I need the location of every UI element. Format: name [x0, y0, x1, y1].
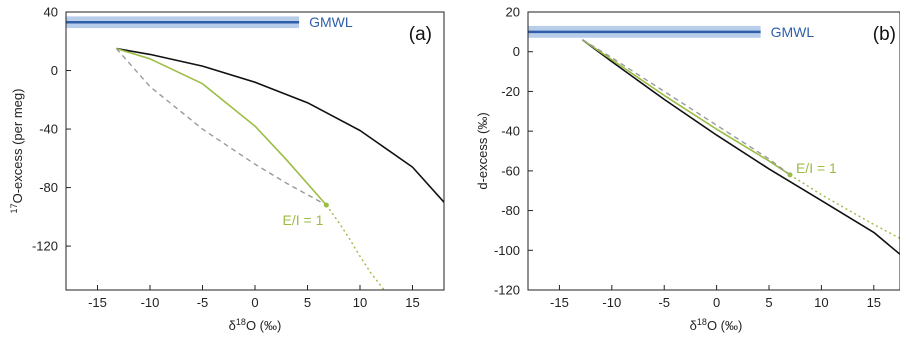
panel-b-x-axis-label: δ18O (‰) — [690, 317, 743, 333]
y-tick-label: -40 — [501, 124, 520, 139]
series-grey-dashed — [115, 48, 327, 206]
x-tick-label: 15 — [405, 295, 419, 310]
panel-a-y-axis-label: 17O-excess (per meg) — [9, 89, 25, 214]
y-tick-label: 0 — [51, 63, 58, 78]
panel-b-y-axis-label: d-excess (‰) — [475, 112, 490, 189]
panel-a-y-label-sup: 17 — [9, 203, 19, 213]
panel-a: -15 -10 -5 0 5 10 15 -120 -80 -40 0 40 (a) GMWL E/… — [9, 5, 445, 333]
panel-a-y-label-rest: O-excess (per meg) — [10, 89, 25, 204]
x-tick-label: 5 — [304, 295, 311, 310]
x-tick-label: -15 — [550, 295, 569, 310]
panel-b-plot-area — [528, 25, 900, 255]
x-tick-label: -10 — [141, 295, 160, 310]
y-tick-label: -80 — [501, 203, 520, 218]
series-black-solid — [582, 39, 900, 255]
panel-a-y-ticks: -120 -80 -40 0 40 — [32, 5, 71, 254]
panel-b-x-label-rest: O (‰) — [707, 318, 742, 333]
y-tick-label: -100 — [494, 243, 520, 258]
x-tick-label: 10 — [353, 295, 367, 310]
x-tick-label: 0 — [713, 295, 720, 310]
y-tick-label: -80 — [39, 180, 58, 195]
panel-b-gmwl-label: GMWL — [771, 24, 815, 40]
x-tick-label: 10 — [814, 295, 828, 310]
panel-a-x-label-sup: 18 — [236, 317, 246, 327]
panel-b-x-ticks: -15 -10 -5 0 5 10 15 — [550, 285, 881, 310]
panel-b-label: (b) — [873, 24, 896, 45]
panel-a-annotation: E/I = 1 — [283, 212, 324, 228]
y-tick-label: -120 — [32, 239, 58, 254]
series-green-dotted — [789, 174, 900, 240]
y-tick-label: -120 — [494, 283, 520, 298]
panel-a-x-ticks: -15 -10 -5 0 5 10 15 — [88, 285, 420, 310]
x-tick-label: -5 — [197, 295, 209, 310]
y-tick-label: -40 — [39, 122, 58, 137]
panel-b-x-label-sup: 18 — [697, 317, 707, 327]
x-tick-label: -15 — [88, 295, 107, 310]
panel-a-x-axis-label: δ18O (‰) — [229, 317, 282, 333]
y-tick-label: -20 — [501, 84, 520, 99]
panel-a-series — [66, 16, 444, 290]
y-tick-label: 0 — [513, 44, 520, 59]
x-tick-label: -10 — [602, 295, 621, 310]
panel-b-y-ticks: -120 -100 -80 -60 -40 -20 0 20 — [494, 5, 533, 298]
series-green-solid — [582, 39, 791, 176]
series-green-solid — [116, 47, 328, 206]
ei-point — [323, 202, 329, 208]
panel-a-x-label-delta: δ — [229, 318, 236, 333]
x-tick-label: -5 — [658, 295, 670, 310]
panel-b-series — [528, 25, 900, 255]
y-tick-label: -60 — [501, 163, 520, 178]
x-tick-label: 0 — [251, 295, 258, 310]
y-tick-label: 40 — [44, 5, 58, 20]
panel-a-frame — [65, 11, 445, 291]
series-grey-dashed — [582, 39, 791, 176]
ei-point — [787, 172, 793, 178]
panel-b: -15 -10 -5 0 5 10 15 -120 -100 -80 -60 -40 -20 0 20 (… — [475, 5, 900, 333]
panel-a-label: (a) — [409, 24, 432, 45]
series-black-solid — [116, 47, 444, 203]
panel-a-x-label-rest: O (‰) — [246, 318, 281, 333]
panel-a-gmwl-label: GMWL — [309, 14, 353, 30]
x-tick-label: 15 — [867, 295, 881, 310]
panel-b-frame — [527, 11, 900, 291]
panel-a-plot-area — [66, 16, 444, 290]
series-green-dotted — [325, 204, 385, 290]
panel-b-annotation: E/I = 1 — [796, 160, 837, 176]
panel-b-x-label-delta: δ — [690, 318, 697, 333]
y-tick-label: 20 — [506, 5, 520, 20]
x-tick-label: 5 — [765, 295, 772, 310]
